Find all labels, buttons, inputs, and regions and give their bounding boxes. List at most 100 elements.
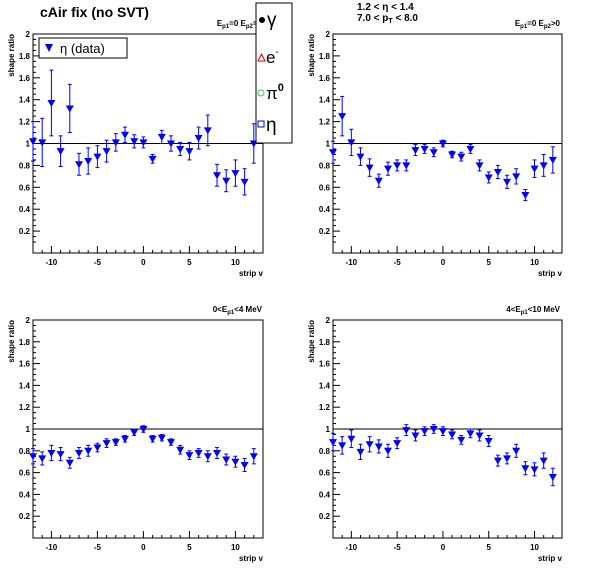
y-tick-label: 1	[26, 140, 31, 149]
y-tick-label: 0.8	[319, 447, 331, 456]
data-point	[47, 99, 56, 107]
data-point	[484, 437, 493, 445]
data-point	[56, 451, 65, 459]
data-point	[429, 149, 438, 157]
y-tick-label: 1.4	[319, 96, 331, 105]
data-point	[539, 162, 548, 170]
data-point	[102, 440, 111, 448]
x-tick-label: 10	[530, 258, 539, 267]
panels-group: Ep1=0 Ep2=00.20.40.60.811.21.41.61.82-10…	[7, 19, 563, 563]
data-point	[93, 444, 102, 452]
data-point	[503, 178, 512, 186]
panel-title-part: E	[217, 19, 223, 28]
data-point	[111, 139, 120, 147]
cut-pt-sub: T	[388, 18, 393, 25]
data-point	[167, 140, 175, 148]
x-tick-label: -10	[346, 258, 358, 267]
data-point	[157, 133, 166, 141]
data-point	[374, 443, 383, 451]
panel-3: 0<Ep1<4 MeV 0.2 0.4 0.6 0.8 1 1.2 1.4 1.6 1.8 2 -10…	[7, 305, 264, 563]
data-point	[493, 457, 502, 465]
y-tick-label: 2	[326, 30, 331, 39]
data-point	[213, 172, 221, 180]
data-point	[75, 161, 83, 169]
x-tick-label: 10	[231, 258, 240, 267]
data-point	[365, 164, 374, 172]
data-point	[111, 439, 120, 447]
data-point	[176, 145, 185, 153]
data-point	[521, 191, 530, 199]
x-tick-label: -5	[394, 543, 402, 552]
data-point	[393, 162, 402, 170]
data-point	[231, 170, 240, 178]
y-tick-label: 1.2	[19, 118, 31, 127]
electron-symbol: e-	[266, 47, 279, 67]
data-point	[548, 156, 557, 164]
data-point	[29, 453, 37, 461]
figure-title: cAir fix (no SVT)	[40, 4, 149, 20]
legend-particles: γ e- π0 η	[255, 2, 293, 144]
panel-title-part: E	[515, 19, 521, 28]
panel-title-sub: p1	[521, 310, 529, 316]
x-tick-label: 0	[141, 543, 146, 552]
x-tick-label: -5	[94, 543, 102, 552]
data-point	[347, 435, 356, 443]
x-axis-label: strip v	[239, 269, 264, 278]
data-point	[383, 165, 392, 173]
data-point	[194, 449, 203, 457]
data-point	[539, 457, 548, 465]
y-axis-label: shape ratio	[307, 34, 316, 77]
data-point	[65, 105, 74, 113]
eta-symbol: η	[266, 115, 277, 136]
y-tick-label: 0.4	[19, 490, 31, 499]
x-tick-label: 5	[187, 258, 192, 267]
x-tick-label: -5	[94, 258, 102, 267]
data-point	[130, 429, 139, 437]
y-tick-label: 1.4	[19, 96, 31, 105]
cut-pt-prefix: 7.0 < p	[357, 13, 388, 24]
data-point	[213, 449, 221, 457]
x-tick-label: 0	[441, 543, 446, 552]
panel-2: Ep1=0 Ep2>0 0.2 0.4 0.6 0.8 1 1.2 1.4 1.6 1.8 2 -10…	[307, 19, 563, 278]
data-point	[75, 449, 83, 457]
y-tick-label: 0.2	[319, 512, 331, 521]
legend-main: η (data)	[38, 37, 128, 59]
x-axis-label: strip v	[239, 554, 264, 563]
pi0-symbol: π0	[266, 82, 284, 103]
data-point	[121, 435, 129, 443]
y-tick-label: 1.8	[319, 52, 331, 61]
data-point	[203, 127, 212, 135]
y-tick-label: 0.8	[19, 447, 31, 456]
data-point	[503, 455, 512, 463]
y-tick-label: 1	[326, 140, 331, 149]
data-point	[56, 148, 65, 156]
y-tick-label: 1.2	[19, 403, 31, 412]
panel-title-sub: p2	[246, 24, 254, 30]
panel-title: Ep1=0 Ep2>0	[515, 19, 561, 30]
data-point	[429, 426, 438, 433]
data-point	[84, 447, 93, 455]
data-point	[231, 458, 240, 466]
x-tick-label: 5	[486, 258, 491, 267]
data-point	[448, 151, 457, 159]
y-tick-label: 1.8	[19, 338, 31, 347]
x-tick-label: -10	[46, 543, 58, 552]
data-point	[402, 427, 411, 435]
data-point	[240, 461, 249, 469]
cut-pt-label: 7.0 < pT < 8.0	[357, 13, 418, 25]
y-tick-label: 0.4	[319, 490, 331, 499]
x-axis-label: strip v	[538, 269, 563, 278]
data-point	[29, 138, 37, 146]
data-point	[457, 436, 466, 444]
data-point	[493, 168, 502, 176]
electron-marker	[257, 52, 266, 62]
y-tick-label: 0.4	[19, 205, 31, 214]
panel-title-sub: p1	[227, 310, 235, 316]
data-point	[475, 162, 484, 170]
data-point	[194, 135, 203, 143]
data-point	[484, 174, 493, 182]
data-point	[374, 177, 383, 185]
y-tick-label: 2	[26, 30, 31, 39]
x-tick-label: 0	[441, 258, 446, 267]
